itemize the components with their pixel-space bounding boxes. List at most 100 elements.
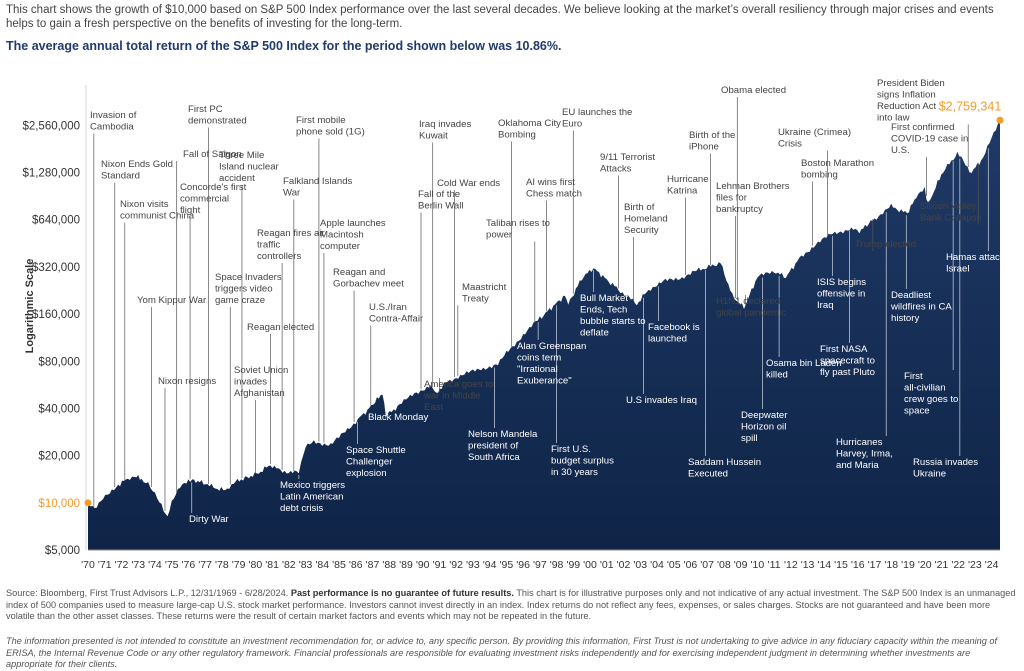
event-label: Reagan elected — [247, 322, 314, 333]
x-tick-label: '19 — [901, 559, 915, 571]
x-tick-label: '73 — [131, 559, 145, 571]
event-label: Fall of the Berlin Wall — [418, 189, 464, 212]
footer-source: Source: Bloomberg, First Trust Advisors … — [6, 588, 1018, 623]
event-annotation: First NASA spacecraft to fly past Pluto — [820, 344, 875, 378]
event-annotation: Russia invades Ukraine — [913, 457, 978, 480]
x-tick-label: '04 — [650, 559, 664, 571]
event-label: Three Mile Island nuclear accident — [219, 150, 280, 184]
event-annotation: Falkland Islands War — [283, 176, 353, 199]
x-tick-label: '81 — [265, 559, 279, 571]
event-annotation: Cold War ends — [437, 178, 500, 189]
event-label: Boston Marathon bombing — [801, 158, 874, 181]
event-label: Oklahoma City Bombing — [498, 118, 561, 141]
event-annotation: Deepwater Horizon oil spill — [741, 410, 788, 444]
event-annotation: Alan Greenspan coins term "Irrational Exube… — [517, 341, 586, 387]
event-label: ISIS begins offensive in Iraq — [817, 277, 866, 311]
x-tick-label: '12 — [784, 559, 798, 571]
event-annotation: Hamas attacks Israel — [946, 252, 1010, 275]
event-label: Soviet Union invades Afghanistan — [234, 365, 288, 399]
event-label: Russia invades Ukraine — [913, 457, 978, 480]
x-tick-label: '93 — [466, 559, 480, 571]
event-annotation: Reagan elected — [247, 322, 314, 333]
event-annotation: Hurricanes Harvey, Irma, and Maria — [836, 437, 893, 471]
y-tick-label: $5,000 — [45, 545, 80, 557]
event-label: Reagan and Gorbachev meet — [333, 267, 404, 290]
x-tick-label: '96 — [516, 559, 530, 571]
x-tick-label: '90 — [416, 559, 430, 571]
x-tick-label: '83 — [299, 559, 313, 571]
y-tick-label: $2,560,000 — [22, 120, 80, 132]
x-tick-label: '11 — [768, 559, 781, 571]
x-tick-label: '85 — [332, 559, 346, 571]
event-annotation: Nixon Ends Gold Standard — [101, 159, 173, 182]
event-annotation: Deadliest wildfires in CA history — [890, 290, 952, 324]
event-annotation: Reagan fires air traffic controllers — [257, 228, 326, 262]
x-tick-label: '22 — [951, 559, 965, 571]
x-tick-label: '97 — [533, 559, 547, 571]
x-tick-label: '82 — [282, 559, 296, 571]
y-tick-label: $1,280,000 — [22, 168, 80, 180]
event-annotation: Nixon resigns — [158, 376, 216, 387]
event-annotation: U.S./Iran Contra-Affair — [369, 302, 424, 325]
event-annotation: Space Invaders triggers video game craze — [215, 272, 282, 306]
event-annotation: Three Mile Island nuclear accident — [219, 150, 280, 184]
event-annotation: Apple launches Macintosh computer — [320, 218, 386, 252]
event-label: Birth of the iPhone — [689, 130, 735, 153]
x-tick-label: '10 — [751, 559, 765, 571]
event-label: Invasion of Cambodia — [90, 110, 137, 133]
event-label: EU launches the Euro — [562, 107, 632, 130]
y-tick-label: $10,000 — [38, 498, 80, 510]
event-layer: Invasion of Cambodia Nixon Ends Gold Standa… — [90, 78, 1010, 525]
event-label: 9/11 Terrorist Attacks — [600, 152, 655, 175]
event-label: Nixon Ends Gold Standard — [101, 159, 173, 182]
footer-disclaimer: The information presented is not intende… — [6, 636, 998, 669]
event-label: Hamas attacks Israel — [946, 252, 1010, 275]
x-tick-label: '21 — [935, 559, 949, 571]
event-label: President Biden signs Inflation Reduction … — [877, 78, 945, 124]
x-tick-label: '70 — [81, 559, 95, 571]
event-label: Space Shuttle Challenger explosion — [346, 445, 406, 479]
x-tick-label: '75 — [165, 559, 179, 571]
x-tick-label: '79 — [232, 559, 246, 571]
event-annotation: Taliban rises to power — [486, 218, 550, 241]
x-tick-label: '99 — [566, 559, 580, 571]
event-annotation: First U.S. budget surplus in 30 years — [551, 444, 614, 478]
x-tick-label: '91 — [433, 559, 447, 571]
start-point-marker — [84, 499, 92, 507]
event-annotation: Black Monday — [368, 412, 428, 423]
x-tick-label: '00 — [583, 559, 597, 571]
y-tick-label: $20,000 — [38, 451, 80, 463]
x-tick-label: '15 — [834, 559, 848, 571]
x-tick-label: '88 — [382, 559, 396, 571]
x-tick-label: '76 — [182, 559, 196, 571]
event-label: Birth of Homeland Security — [624, 202, 668, 236]
event-annotation: Fall of Saigon — [183, 149, 242, 160]
event-annotation: Dirty War — [189, 514, 229, 525]
event-annotation: H1N1 declared global pandemic — [716, 296, 786, 319]
event-label: Saddam Hussein Executed — [688, 457, 761, 480]
event-annotation: Nelson Mandela president of South Africa — [468, 429, 538, 463]
event-label: U.S invades Iraq — [626, 395, 697, 406]
event-annotation: Oklahoma City Bombing — [498, 118, 561, 141]
event-annotation: Bull Market Ends, Tech bubble starts to def… — [580, 293, 646, 339]
growth-area — [88, 120, 1000, 551]
event-annotation: AI wins first Chess match — [526, 177, 582, 200]
event-annotation: First all-civilian crew goes to space — [904, 371, 958, 417]
event-label: Silicon Valley Bank Collapse — [920, 201, 982, 224]
event-label: Black Monday — [368, 412, 428, 423]
event-annotation: Trump elected — [855, 239, 916, 250]
end-point-marker — [996, 116, 1004, 124]
event-annotation: ISIS begins offensive in Iraq — [817, 277, 866, 311]
event-label: Space Invaders triggers video game craze — [215, 272, 282, 306]
x-tick-label: '71 — [98, 559, 112, 571]
event-label: America goes to war in Middle East — [423, 379, 493, 413]
x-tick-label: '23 — [968, 559, 982, 571]
event-annotation: Maastricht Treaty — [462, 282, 507, 305]
event-label: Cold War ends — [437, 178, 500, 189]
event-label: Osama bin Laden killed — [766, 358, 842, 381]
footer-rest: This chart is for illustrative purposes … — [6, 588, 1016, 621]
event-label: Deadliest wildfires in CA history — [890, 290, 952, 324]
event-annotation: Iraq invades Kuwait — [419, 119, 471, 142]
x-tick-label: '03 — [633, 559, 647, 571]
event-label: First NASA spacecraft to fly past Pluto — [820, 344, 875, 378]
